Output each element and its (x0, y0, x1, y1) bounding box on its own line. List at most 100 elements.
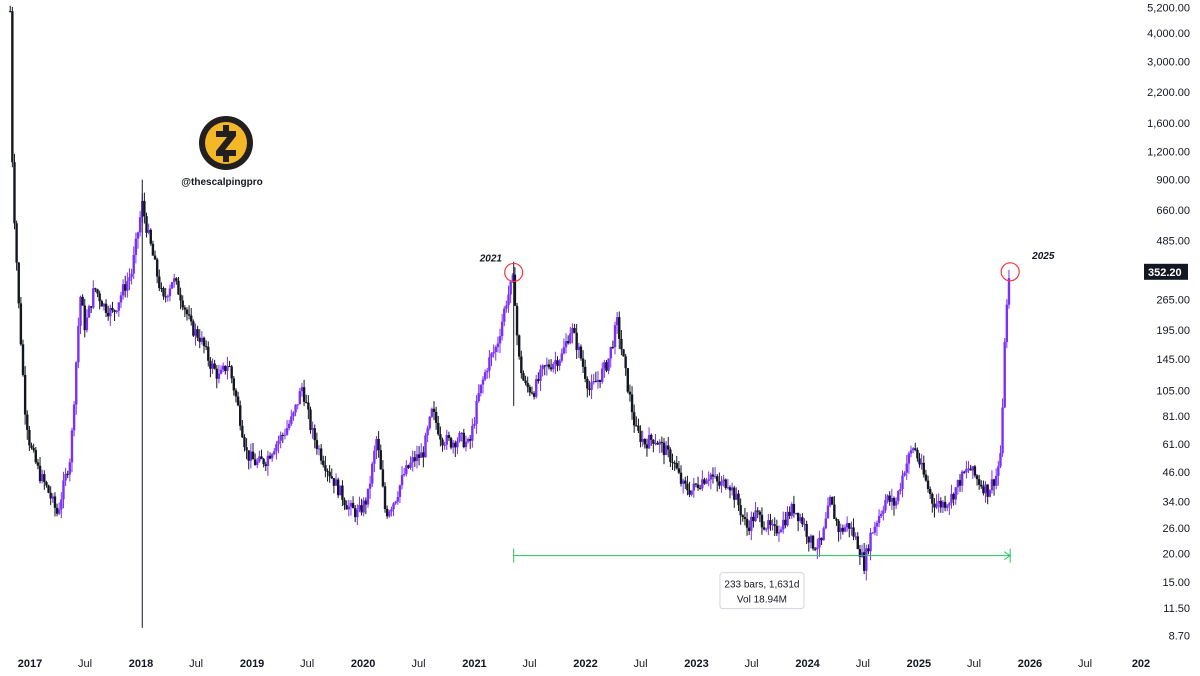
candle-body (494, 347, 497, 352)
candle (535, 374, 538, 399)
candle-body (486, 370, 489, 373)
candle (943, 495, 947, 512)
candle-body (464, 441, 468, 448)
candle-body (138, 217, 142, 233)
candle-body (298, 391, 302, 405)
time-axis[interactable]: 2017 Jul 2018 Jul 2019 Jul 2020 Jul 2021 Jul 2022 J… (18, 658, 1150, 670)
price-axis[interactable]: 5,200.00 4,000.00 3,000.00 2,200.00 1,600.00… (1144, 2, 1190, 642)
candle-body (19, 303, 23, 345)
candle-body (247, 450, 250, 461)
candle (901, 470, 904, 498)
candle (711, 467, 715, 484)
candle (104, 299, 108, 318)
candle (922, 455, 925, 478)
candle (38, 457, 42, 484)
candle (215, 365, 218, 389)
y-tick-label: 105.00 (1156, 386, 1190, 398)
candle (573, 323, 576, 334)
candle-body (336, 479, 340, 496)
candle (716, 473, 719, 492)
candle (307, 395, 310, 420)
candle (473, 416, 476, 429)
candle (471, 418, 474, 448)
candle (19, 296, 23, 346)
candle (505, 300, 508, 313)
candle-body (260, 456, 263, 460)
candle-body (886, 495, 889, 501)
candle-body (583, 366, 587, 379)
candle (641, 430, 644, 447)
candle-body (873, 526, 877, 533)
x-tick-label: Jul (522, 658, 536, 670)
candle-body (777, 532, 781, 534)
candle (92, 280, 95, 310)
candle (55, 503, 59, 517)
candle-body (603, 362, 606, 369)
candle-body (36, 462, 40, 466)
candle (969, 464, 972, 471)
candle (360, 498, 363, 516)
candle (230, 364, 233, 384)
candle (994, 468, 998, 490)
candle (149, 228, 152, 246)
candle-body (500, 321, 504, 337)
x-tick-label: Jul (1078, 658, 1092, 670)
candle (982, 480, 985, 496)
candle (718, 472, 721, 489)
candle (430, 407, 434, 419)
candle (575, 324, 578, 359)
candle-body (624, 356, 627, 369)
candle (886, 494, 889, 504)
candle-body (194, 329, 197, 336)
candle-body (667, 445, 670, 450)
candle-body (483, 372, 487, 380)
candle (15, 220, 18, 271)
x-tick-label: Jul (634, 658, 648, 670)
candle-body (745, 519, 749, 528)
candle (234, 388, 238, 403)
candle-body (351, 502, 355, 509)
candle (941, 500, 945, 514)
candle (664, 441, 668, 456)
candle (492, 344, 495, 358)
candle-body (701, 479, 704, 489)
candle-body (43, 474, 46, 483)
candle-body (609, 346, 612, 359)
candle-body (675, 462, 678, 469)
candle (409, 456, 412, 470)
x-tick-label: Jul (856, 658, 870, 670)
candle (119, 291, 123, 308)
candle (598, 379, 602, 388)
candle (347, 499, 351, 517)
candle (677, 461, 681, 475)
candle (894, 497, 898, 510)
candle (177, 276, 180, 295)
candle (486, 367, 489, 379)
candle-body (294, 404, 297, 413)
candle-body (894, 500, 898, 506)
candle (854, 532, 857, 540)
candle-body (256, 461, 259, 466)
candle-body (758, 511, 762, 515)
candle (79, 295, 82, 335)
candle (777, 525, 781, 542)
candle (319, 444, 323, 465)
y-tick-label: 34.00 (1162, 496, 1190, 508)
candle-body (871, 532, 874, 534)
candle (351, 496, 355, 509)
candle-body (577, 346, 581, 350)
candle (990, 470, 994, 494)
candle (526, 376, 529, 393)
candle-body (831, 497, 834, 505)
candle-body (773, 524, 776, 526)
candle-body (364, 500, 368, 505)
y-tick-label: 81.00 (1162, 411, 1190, 423)
candle-body (424, 435, 427, 458)
candle-body (409, 462, 412, 468)
candle-body (405, 465, 408, 474)
candle-body (30, 445, 33, 448)
candle-body (716, 476, 719, 482)
candle-body (362, 500, 365, 513)
candle (458, 431, 461, 443)
